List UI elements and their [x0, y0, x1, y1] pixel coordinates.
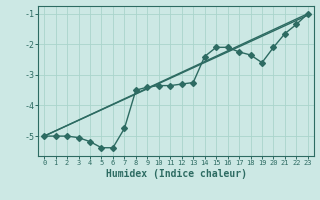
X-axis label: Humidex (Indice chaleur): Humidex (Indice chaleur)	[106, 169, 246, 179]
